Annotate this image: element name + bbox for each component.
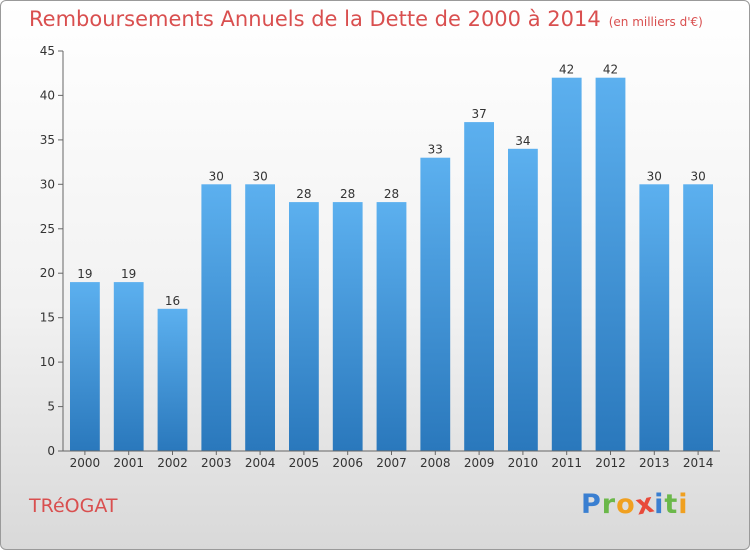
title-row: Remboursements Annuels de la Dette de 20… [29, 7, 703, 31]
y-tick-label-5: 5 [47, 400, 55, 414]
value-label-2001: 19 [121, 267, 136, 281]
value-label-2007: 28 [384, 187, 399, 201]
bar-2014 [683, 184, 713, 452]
y-tick-label-35: 35 [40, 133, 55, 147]
value-label-2003: 30 [209, 169, 224, 183]
y-tick-label-15: 15 [40, 311, 55, 325]
logo-letter: r [601, 489, 617, 520]
value-label-2011: 42 [559, 63, 574, 77]
x-tick-label-2008: 2008 [420, 456, 451, 470]
bar-2012 [595, 77, 626, 451]
x-tick-label-2002: 2002 [157, 456, 188, 470]
bar-2001 [113, 282, 144, 451]
bar-2009 [464, 122, 494, 451]
y-tick-label-0: 0 [47, 444, 55, 458]
x-tick-label-2014: 2014 [683, 456, 714, 470]
bar-2007 [376, 202, 407, 451]
value-label-2012: 42 [603, 63, 618, 77]
bar-2005 [289, 202, 319, 451]
y-tick-label-30: 30 [40, 177, 55, 191]
logo-letter: i [678, 489, 689, 520]
x-tick-label-2012: 2012 [595, 456, 626, 470]
value-label-2004: 30 [252, 169, 267, 183]
x-tick-label-2010: 2010 [508, 456, 539, 470]
value-label-2013: 30 [647, 169, 662, 183]
x-tick-label-2000: 2000 [70, 456, 101, 470]
x-tick-label-2005: 2005 [289, 456, 320, 470]
x-tick-label-2009: 2009 [464, 456, 495, 470]
x-tick-label-2001: 2001 [113, 456, 144, 470]
logo-letter: o [616, 489, 636, 520]
x-tick-label-2006: 2006 [332, 456, 363, 470]
chart-unit: (en milliers d'€) [608, 15, 703, 29]
value-label-2006: 28 [340, 187, 355, 201]
y-tick-label-25: 25 [40, 222, 55, 236]
y-tick-label-45: 45 [40, 44, 55, 58]
bar-2003 [201, 184, 232, 452]
bar-2008 [420, 157, 451, 451]
proxiti-logo: Proxiti [581, 487, 689, 521]
value-label-2014: 30 [690, 169, 705, 183]
y-tick-label-10: 10 [40, 355, 55, 369]
x-tick-label-2003: 2003 [201, 456, 232, 470]
x-tick-label-2013: 2013 [639, 456, 670, 470]
bar-2000 [70, 282, 100, 451]
bar-2011 [551, 77, 582, 451]
x-tick-label-2011: 2011 [551, 456, 582, 470]
value-label-2008: 33 [428, 143, 443, 157]
value-label-2000: 19 [77, 267, 92, 281]
value-label-2002: 16 [165, 294, 180, 308]
y-tick-label-20: 20 [40, 266, 55, 280]
y-tick-label-40: 40 [40, 88, 55, 102]
bar-2006 [332, 202, 363, 451]
x-tick-label-2004: 2004 [245, 456, 276, 470]
bar-2004 [245, 184, 275, 452]
commune-name: TRéOGAT [29, 495, 118, 517]
value-label-2009: 37 [471, 107, 486, 121]
value-label-2005: 28 [296, 187, 311, 201]
logo-letter: t [664, 489, 679, 520]
value-label-2010: 34 [515, 134, 530, 148]
logo-letter: i [654, 489, 665, 520]
chart-title: Remboursements Annuels de la Dette de 20… [29, 7, 601, 31]
bar-2002 [157, 308, 188, 451]
logo-letter: P [581, 489, 602, 520]
bar-2010 [508, 148, 538, 452]
x-tick-label-2007: 2007 [376, 456, 407, 470]
bar-2013 [639, 184, 670, 452]
